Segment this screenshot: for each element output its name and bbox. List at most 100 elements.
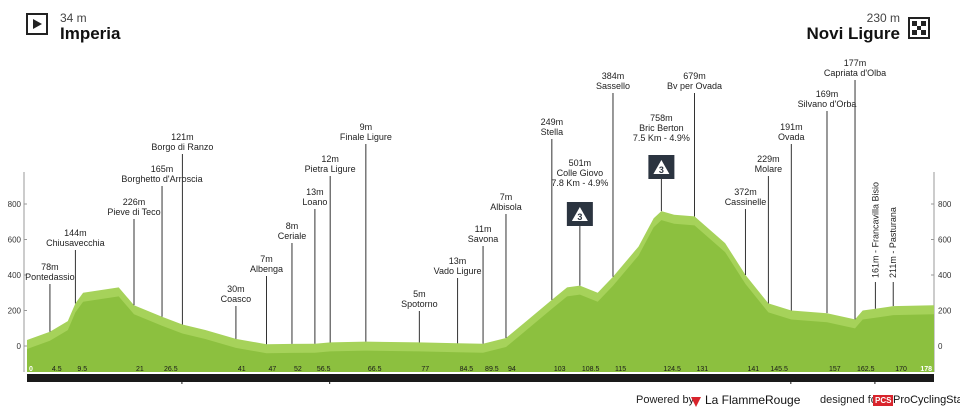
start-altitude: 34 m: [60, 11, 87, 25]
climb-info: 7.5 Km - 4.9%: [633, 133, 690, 143]
mountain-icon: [653, 160, 670, 174]
climb-category: 3: [659, 165, 664, 175]
km-labels-below: 30.5 59.5 150 166.5: [181, 374, 895, 384]
km-label: 170: [895, 366, 907, 373]
marker-altitude: 7m: [260, 254, 273, 264]
marker-name: Coasco: [221, 294, 252, 304]
km-label: 157: [829, 366, 841, 373]
marker-vertical-label: 211m - Pasturana: [888, 207, 898, 278]
km-label: 41: [238, 366, 246, 373]
marker-altitude: 11m: [475, 224, 492, 234]
marker-altitude: 226m: [123, 197, 146, 207]
y-tick-label: 600: [8, 236, 22, 245]
marker-altitude: 372m: [734, 187, 757, 197]
km-tick: [181, 374, 183, 384]
flamme-rouge-brand: La FlammeRouge: [705, 393, 801, 407]
km-label: 141: [747, 366, 759, 373]
marker-altitude: 144m: [64, 228, 87, 238]
marker-name: Bv per Ovada: [667, 81, 722, 91]
marker-name: Albisola: [490, 202, 522, 212]
marker-name: Silvano d'Orba: [798, 99, 857, 109]
marker-altitude: 501m: [569, 158, 592, 168]
km-label: 94: [508, 366, 516, 373]
marker-altitude: 5m: [413, 289, 426, 299]
km-labels-inside: 0 4.5 9.5 21 26.5 41 47 52 56.5 66.5 77 84.5 89.5 94 1…: [29, 366, 932, 373]
y-tick-label: 200: [938, 307, 952, 316]
marker-altitude: 78m: [41, 262, 59, 272]
km-label: 145.5: [770, 366, 788, 373]
y-tick-label: 400: [938, 271, 952, 280]
y-tick-label: 0: [17, 342, 22, 351]
powered-by-text: Powered by: [636, 394, 695, 406]
km-label: 108.5: [582, 366, 600, 373]
km-label-below: 150: [793, 377, 805, 384]
marker-altitude: 249m: [541, 117, 564, 127]
km-label: 124.5: [663, 366, 681, 373]
marker-name: Finale Ligure: [340, 132, 392, 142]
km-label: 56.5: [317, 366, 331, 373]
finish-altitude: 230 m: [866, 11, 900, 25]
marker-name: Pieve di Teco: [107, 207, 160, 217]
km-label: 52: [294, 366, 302, 373]
km-label: 0: [29, 366, 33, 373]
marker-vertical-label: 161m - Francavilla Bisio: [870, 182, 880, 278]
marker-altitude: 229m: [757, 154, 780, 164]
marker-name: Cassinelle: [725, 197, 767, 207]
marker-altitude: 384m: [602, 71, 625, 81]
y-tick-label: 400: [8, 271, 22, 280]
profile-area-dark: [27, 220, 934, 372]
marker-name: Borgo di Ranzo: [151, 142, 213, 152]
marker-altitude: 9m: [360, 122, 373, 132]
marker-altitude: 30m: [227, 284, 245, 294]
marker-name: Colle Giovo: [557, 168, 604, 178]
marker-altitude: 169m: [816, 89, 839, 99]
marker-name: Stella: [541, 127, 564, 137]
y-axis-left: 800 600 400 200 0: [8, 172, 27, 372]
marker-altitude: 758m: [650, 113, 673, 123]
marker-altitude: 121m: [171, 132, 194, 142]
km-label: 77: [421, 366, 429, 373]
start-town: Imperia: [60, 24, 121, 43]
y-tick-label: 600: [938, 236, 952, 245]
km-label: 47: [268, 366, 276, 373]
marker-altitude: 7m: [500, 192, 513, 202]
y-axis-right: 800 600 400 200 0: [931, 172, 952, 372]
y-tick-label: 200: [8, 307, 22, 316]
km-label-below: 166.5: [877, 377, 895, 384]
pcs-logo-icon: PCS: [873, 395, 894, 406]
km-label: 89.5: [485, 366, 499, 373]
marker-name: Albenga: [250, 264, 283, 274]
marker-name: Borghetto d'Arroscia: [121, 174, 202, 184]
marker-name: Savona: [468, 234, 499, 244]
mountain-icon: [571, 207, 588, 221]
km-label: 21: [136, 366, 144, 373]
km-label: 84.5: [460, 366, 474, 373]
km-label: 178: [920, 366, 932, 373]
marker-name: Sassello: [596, 81, 630, 91]
marker-altitude: 191m: [780, 122, 803, 132]
marker-name: Capriata d'Olba: [824, 68, 886, 78]
km-label: 4.5: [52, 366, 62, 373]
y-tick-label: 0: [938, 342, 943, 351]
km-label: 26.5: [164, 366, 178, 373]
flamme-rouge-logo-icon: [690, 395, 702, 413]
marker-altitude: 177m: [844, 58, 867, 68]
marker-altitude: 12m: [321, 154, 339, 164]
marker-name: Loano: [302, 197, 327, 207]
marker-name: Ovada: [778, 132, 805, 142]
finish-town: Novi Ligure: [806, 24, 900, 43]
marker-name: Molare: [755, 164, 783, 174]
marker-altitude: 8m: [286, 221, 299, 231]
km-label: 162.5: [857, 366, 875, 373]
marker-name: Ceriale: [278, 231, 307, 241]
km-tick: [790, 374, 792, 384]
marker-name: Pontedassio: [25, 272, 75, 282]
marker-altitude: 13m: [449, 256, 467, 266]
km-label: 9.5: [77, 366, 87, 373]
km-label: 66.5: [368, 366, 382, 373]
km-label-below: 59.5: [332, 377, 346, 384]
km-label: 131: [697, 366, 709, 373]
marker-name: Pietra Ligure: [305, 164, 356, 174]
marker-altitude: 679m: [683, 71, 706, 81]
